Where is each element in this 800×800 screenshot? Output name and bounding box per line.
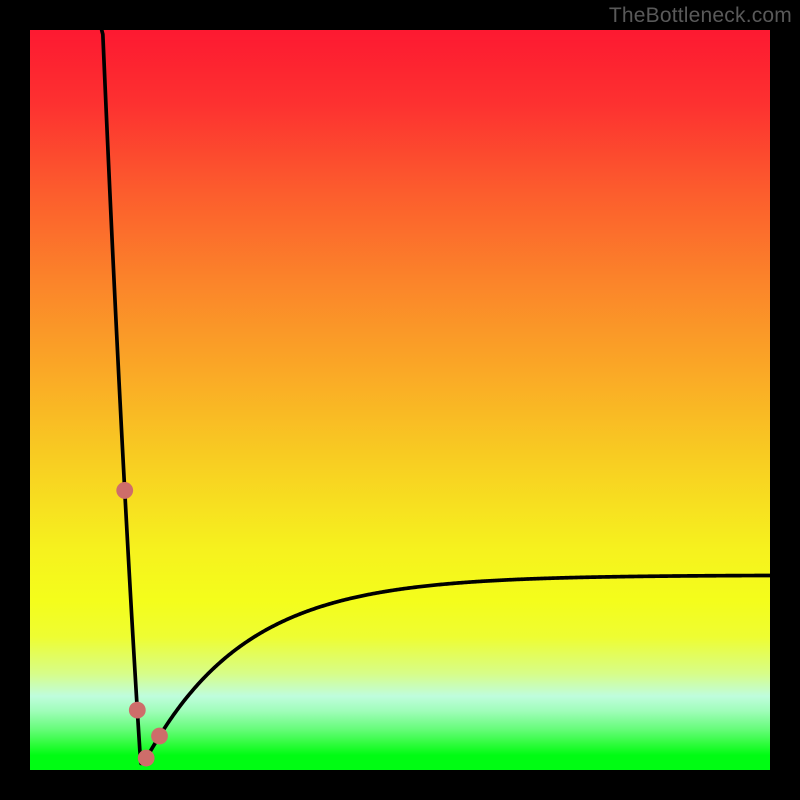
watermark-text: TheBottleneck.com [609, 4, 792, 28]
curve-marker [129, 702, 146, 719]
curve-marker [116, 482, 133, 499]
plot-area [30, 30, 770, 770]
chart-svg [30, 30, 770, 770]
chart-frame: TheBottleneck.com [0, 0, 800, 800]
plot-background [30, 30, 770, 770]
curve-marker [151, 728, 168, 745]
curve-marker [138, 750, 155, 767]
